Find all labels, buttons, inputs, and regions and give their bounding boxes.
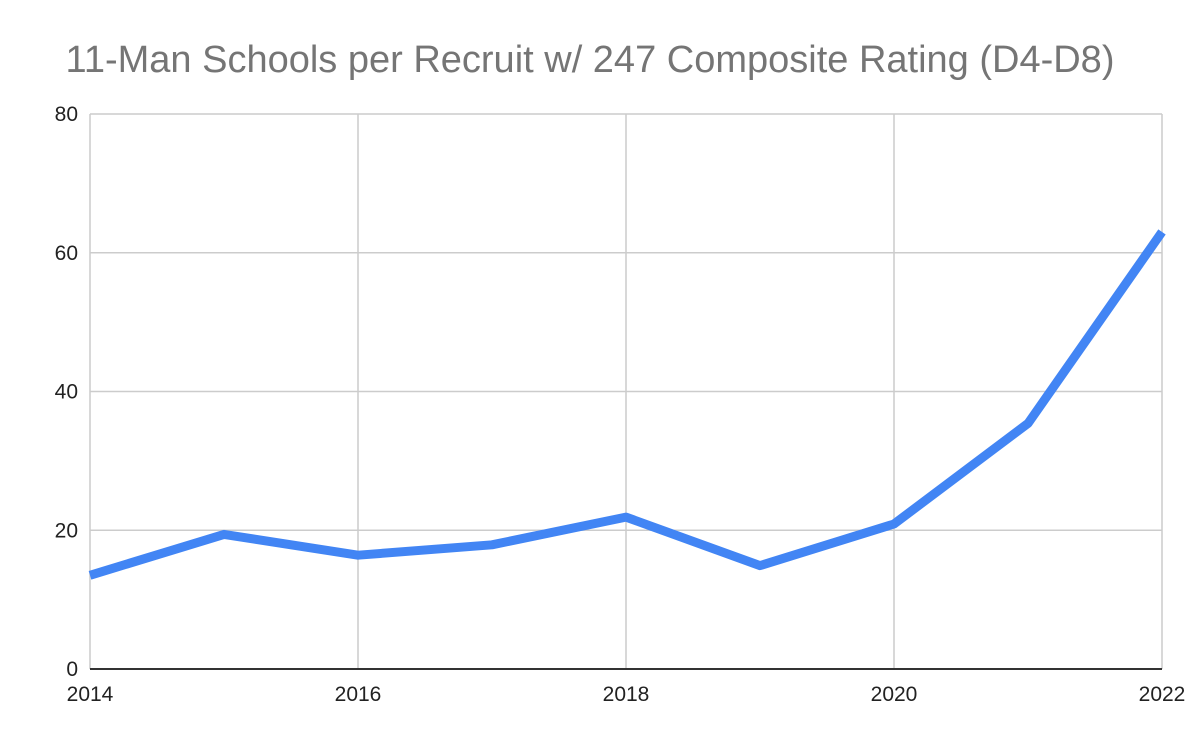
gridlines xyxy=(90,114,1162,669)
y-tick-label: 60 xyxy=(55,242,78,265)
y-tick-label: 40 xyxy=(55,381,78,404)
y-tick-label: 20 xyxy=(55,519,78,542)
x-tick-label: 2016 xyxy=(335,683,382,706)
y-tick-label: 80 xyxy=(55,103,78,126)
x-tick-label: 2022 xyxy=(1139,683,1186,706)
y-axis-ticks: 0 20 40 60 80 xyxy=(55,103,78,681)
x-tick-label: 2018 xyxy=(603,683,650,706)
chart-title: 11-Man Schools per Recruit w/ 247 Compos… xyxy=(66,39,1115,81)
x-tick-label: 2014 xyxy=(67,683,114,706)
y-tick-label: 0 xyxy=(66,658,78,681)
x-axis-ticks: 2014 2016 2018 2020 2022 xyxy=(67,683,1186,706)
x-tick-label: 2020 xyxy=(871,683,918,706)
